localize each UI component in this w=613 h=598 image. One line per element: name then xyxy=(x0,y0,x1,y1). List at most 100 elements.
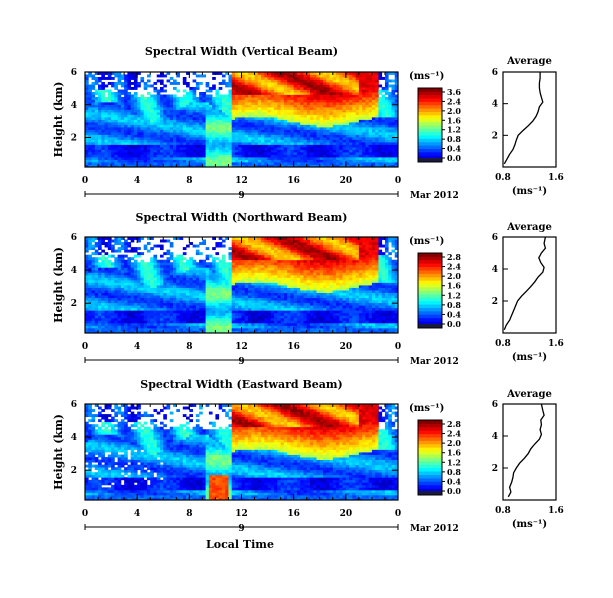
heatmap-cell xyxy=(244,142,249,145)
heatmap-cell xyxy=(329,129,334,133)
heatmap-cell xyxy=(371,74,376,78)
colorbar-swatch xyxy=(418,151,442,156)
heatmap-cell xyxy=(303,102,308,105)
heatmap-cell xyxy=(316,147,321,150)
heatmap-cell xyxy=(169,285,174,288)
heatmap-cell xyxy=(277,134,282,138)
heatmap-cell xyxy=(182,300,187,304)
heatmap-cell xyxy=(153,124,158,128)
heatmap-cell xyxy=(101,142,105,145)
colorbar-tick-label: 1.2 xyxy=(447,125,461,135)
heatmap-cell xyxy=(85,237,89,240)
heatmap-cell xyxy=(117,129,122,133)
heatmap-cell xyxy=(225,84,229,88)
heatmap-cell xyxy=(329,107,334,110)
heatmap-cell xyxy=(156,74,161,78)
heatmap-cell xyxy=(186,149,190,153)
heatmap-cell xyxy=(205,292,210,296)
heatmap-cell xyxy=(378,114,383,118)
heatmap-cell xyxy=(293,137,298,140)
heatmap-cell xyxy=(104,237,109,240)
heatmap-cell xyxy=(303,157,308,160)
heatmap-cell xyxy=(388,124,392,128)
heatmap-cell xyxy=(251,164,255,168)
heatmap-cell xyxy=(215,122,220,125)
heatmap-cell xyxy=(199,82,203,85)
heatmap-cell xyxy=(101,327,105,331)
heatmap-cell xyxy=(91,320,96,324)
heatmap-cell xyxy=(202,290,207,293)
heatmap-cell xyxy=(215,99,220,103)
heatmap-cell xyxy=(238,82,242,85)
heatmap-cell xyxy=(371,112,376,115)
heatmap-cell xyxy=(104,152,109,155)
heatmap-cell xyxy=(117,94,122,98)
heatmap-cell xyxy=(261,104,265,108)
heatmap-cell xyxy=(117,124,122,128)
heatmap-cell xyxy=(91,97,96,100)
heatmap-cell xyxy=(159,320,164,324)
heatmap-cell xyxy=(241,87,246,90)
heatmap-cell xyxy=(182,302,187,306)
heatmap-cell xyxy=(114,114,118,118)
heatmap-cell xyxy=(166,307,171,311)
heatmap-cell xyxy=(156,139,161,143)
heatmap-cell xyxy=(137,119,141,123)
heatmap-cell xyxy=(111,114,115,118)
heatmap-cell xyxy=(85,112,89,115)
heatmap-cell xyxy=(199,327,203,331)
heatmap-cell xyxy=(169,82,174,85)
heatmap-cell xyxy=(107,122,112,125)
heatmap-cell xyxy=(111,72,115,75)
heatmap-cell xyxy=(254,134,259,138)
heatmap-cell xyxy=(179,277,184,281)
heatmap-cell xyxy=(94,262,99,266)
heatmap-cell xyxy=(127,282,132,286)
heatmap-cell xyxy=(163,310,167,314)
heatmap-cell xyxy=(153,144,158,148)
heatmap-cell xyxy=(316,137,321,140)
heatmap-cell xyxy=(176,290,180,293)
heatmap-cell xyxy=(166,279,171,283)
heatmap-cell xyxy=(146,132,151,135)
heatmap-cell xyxy=(296,154,301,158)
heatmap-cell xyxy=(368,127,373,130)
heatmap-cell xyxy=(355,72,360,75)
heatmap-cell xyxy=(186,315,190,319)
heatmap-cell xyxy=(329,114,334,118)
heatmap-cell xyxy=(355,112,360,115)
heatmap-cell xyxy=(150,262,154,266)
heatmap-cell xyxy=(176,154,180,158)
heatmap-cell xyxy=(381,107,386,110)
heatmap-cell xyxy=(130,290,135,293)
heatmap-cell xyxy=(88,295,92,299)
heatmap-cell xyxy=(332,84,337,88)
heatmap-cell xyxy=(192,119,197,123)
heatmap-cell xyxy=(202,297,207,301)
heatmap-cell xyxy=(228,124,233,128)
heatmap-cell xyxy=(130,104,135,108)
heatmap-cell xyxy=(326,124,330,128)
heatmap-cell xyxy=(98,247,102,251)
heatmap-cell xyxy=(195,132,200,135)
heatmap-cell xyxy=(336,89,340,93)
heatmap-cell xyxy=(153,139,158,143)
heatmap-cell xyxy=(127,249,132,253)
heatmap-cell xyxy=(208,144,213,148)
heatmap-cell xyxy=(283,159,288,163)
heatmap-cell xyxy=(368,157,373,160)
heatmap-cell xyxy=(94,322,99,326)
heatmap-cell xyxy=(111,295,115,299)
heatmap-cell xyxy=(339,94,343,98)
heatmap-cell xyxy=(225,129,229,133)
heatmap xyxy=(85,237,399,334)
heatmap-cell xyxy=(169,129,174,133)
heatmap-cell xyxy=(199,159,203,163)
heatmap-cell xyxy=(94,274,99,278)
heatmap-cell xyxy=(212,129,216,133)
heatmap-cell xyxy=(225,315,229,319)
heatmap-cell xyxy=(238,94,242,98)
heatmap-cell xyxy=(345,122,350,125)
heatmap-cell xyxy=(85,312,89,316)
heatmap-cell xyxy=(261,114,265,118)
